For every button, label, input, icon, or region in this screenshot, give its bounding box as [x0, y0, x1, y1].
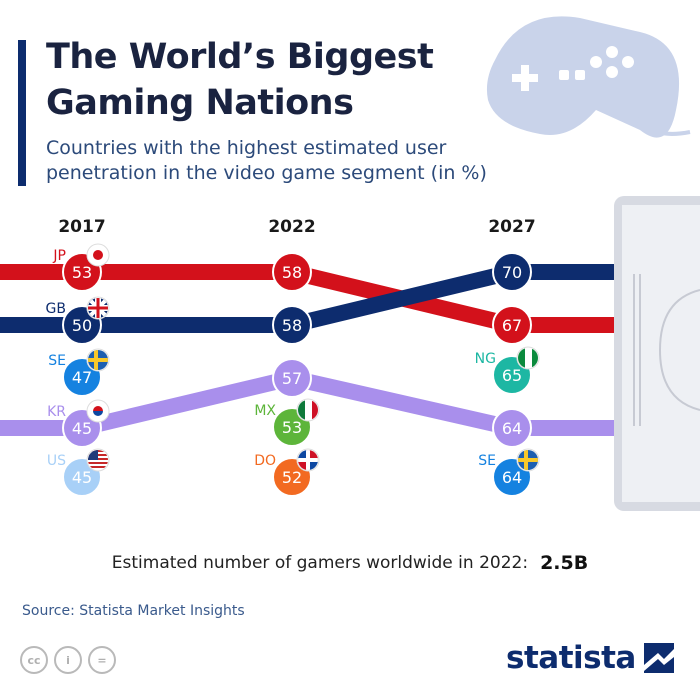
attribution-icon[interactable]: i: [54, 646, 82, 674]
flag-us-icon: [86, 448, 110, 472]
screen-illustration: [614, 196, 700, 511]
country-do-2022-code-label: DO: [254, 453, 276, 469]
year-label-2022: 2022: [268, 217, 315, 237]
cc-icon[interactable]: cc: [20, 646, 48, 674]
country-se-2027-code-label: SE: [478, 453, 496, 469]
flag-jp-icon: [86, 243, 110, 267]
brand-mark-icon: [643, 643, 674, 673]
flag-se-icon: [86, 348, 110, 372]
chart-title: The World’s Biggest Gaming Nations: [46, 37, 434, 123]
flag-kr-icon: [86, 399, 110, 423]
license-icons: cc i =: [20, 646, 116, 674]
series-jp-2022-value-label: 58: [282, 263, 302, 282]
series-gb-2022-bubble: [272, 305, 312, 345]
country-se-2017-code-label: SE: [48, 353, 66, 369]
series-kr-2022-value-label: 57: [282, 369, 302, 388]
no-derivatives-icon[interactable]: =: [88, 646, 116, 674]
title-accent-bar: [18, 40, 26, 186]
source-note: Source: Statista Market Insights: [22, 603, 245, 619]
country-se-2027-value-label: 64: [502, 468, 522, 487]
brand-wordmark: statista: [506, 640, 636, 676]
country-mx-2022-code-label: MX: [254, 403, 276, 419]
year-label-2027: 2027: [488, 217, 535, 237]
series-jp-2027-value-label: 67: [502, 316, 522, 335]
year-label-2017: 2017: [58, 217, 105, 237]
series-gb-2027-value-label: 70: [502, 263, 522, 282]
series-jp-2027-bubble: [492, 305, 532, 345]
country-ng-2027-code-label: NG: [475, 351, 496, 367]
country-markers: 53 58 67 JP 50 58 70 GB 45 57 64 KR 47 SE 45 US 53 MX 52 DO…: [46, 243, 540, 497]
country-mx-2022-value-label: 53: [282, 418, 302, 437]
statista-logo[interactable]: statista: [506, 640, 674, 676]
country-us-2017-value-label: 45: [72, 468, 92, 487]
flag-gb-icon: [86, 296, 110, 320]
series-gb-2027-bubble: [492, 252, 532, 292]
series-gb-code-label: GB: [46, 301, 66, 317]
series-kr-2022-bubble: [272, 358, 312, 398]
series-jp-code-label: JP: [52, 248, 66, 264]
country-do-2022-value-label: 52: [282, 468, 302, 487]
country-se-2017-value-label: 47: [72, 368, 92, 387]
gamepad-illustration: [486, 16, 691, 138]
gamers-total-value: 2.5B: [540, 551, 589, 574]
flag-mx-icon: [296, 398, 320, 422]
series-kr-2027-value-label: 64: [502, 419, 522, 438]
series-kr-2027-bubble: [492, 408, 532, 448]
year-labels: 2017 2022 2027: [58, 217, 535, 237]
flag-ng-icon: [516, 346, 540, 370]
series-gb-2022-value-label: 58: [282, 316, 302, 335]
chart-canvas: 2017 2022 2027 53 58 67 JP 50 58 70 GB 45 57 64 KR 47 S…: [0, 16, 700, 511]
series-jp-2017-value-label: 53: [72, 263, 92, 282]
flag-se-icon: [516, 448, 540, 472]
gamers-total-box: Estimated number of gamers worldwide in …: [22, 541, 678, 584]
series-kr-2017-value-label: 45: [72, 419, 92, 438]
country-us-2017-code-label: US: [47, 453, 66, 469]
series-gb-2017-value-label: 50: [72, 316, 92, 335]
gamers-total-label: Estimated number of gamers worldwide in …: [111, 552, 529, 573]
country-ng-2027-value-label: 65: [502, 366, 522, 385]
series-kr-code-label: KR: [47, 404, 66, 420]
flag-do-icon: [296, 448, 320, 472]
series-jp-2022-bubble: [272, 252, 312, 292]
chart-subtitle: Countries with the highest estimated use…: [46, 137, 487, 184]
